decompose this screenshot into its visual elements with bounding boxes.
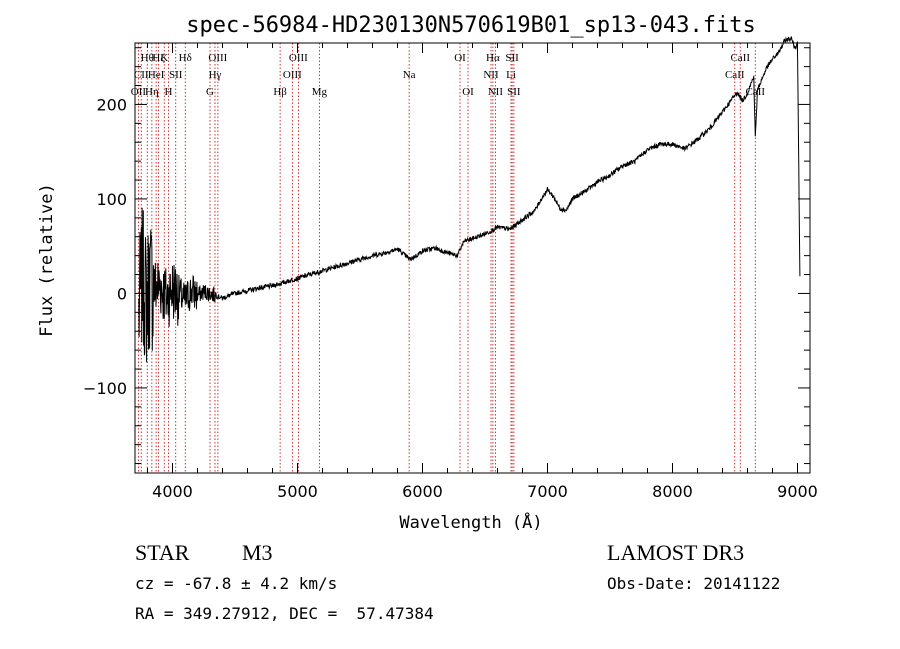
line-label-11: Hγ — [209, 69, 222, 81]
line-label-18: OI — [454, 52, 466, 64]
line-label-27: CaII — [730, 52, 750, 64]
line-label-17: Na — [403, 69, 416, 81]
x-tick-label: 5000 — [277, 482, 318, 501]
line-label-14: OIII — [283, 69, 302, 81]
line-label-12: OIII — [208, 52, 227, 64]
plot-frame — [134, 42, 811, 474]
line-label-8: SII — [169, 69, 183, 81]
line-label-19: OI — [462, 86, 474, 98]
line-label-20: NII — [483, 69, 499, 81]
line-label-23: Li — [506, 69, 516, 81]
chart-title: spec-56984-HD230130N570619B01_sp13-043.f… — [186, 13, 756, 38]
object-subclass: M3 — [242, 540, 273, 565]
line-label-22: NII — [488, 86, 504, 98]
line-label-6: K — [160, 52, 168, 64]
line-label-5: Hζ — [152, 52, 165, 64]
x-tick-label: 9000 — [777, 482, 818, 501]
spectrum-series-line — [138, 36, 801, 363]
observation-date: Obs-Date: 20141122 — [607, 574, 781, 593]
x-tick-label: 7000 — [527, 482, 568, 501]
spectral-line-labels: OII CII Hθ Hη HeI HζK H SII Hδ G Hγ OIII Hβ OIII OIII M… — [131, 52, 766, 98]
line-label-9: Hδ — [179, 52, 192, 64]
y-axis-ticks: −100 0 100 200 — [83, 47, 810, 465]
line-label-3: Hη — [145, 86, 159, 98]
y-axis-label: Flux (relative) — [37, 183, 57, 337]
line-label-25: SII — [507, 86, 521, 98]
line-label-16: Mg — [312, 86, 328, 98]
line-label-4: HeI — [148, 69, 165, 81]
line-label-21: Hα — [486, 52, 500, 64]
redshift-velocity: cz = -67.8 ± 4.2 km/s — [135, 574, 338, 593]
x-tick-label: 4000 — [152, 482, 193, 501]
line-label-15: OIII — [289, 52, 308, 64]
line-label-13: Hβ — [273, 86, 287, 98]
spectral-line-markers — [137, 43, 756, 473]
line-label-0: OII — [131, 86, 147, 98]
line-label-7: H — [165, 86, 173, 98]
object-class: STAR — [135, 540, 190, 565]
x-axis-ticks: 4000 5000 6000 7000 8000 9000 — [147, 43, 818, 501]
y-tick-label: 200 — [96, 95, 127, 114]
x-tick-label: 8000 — [652, 482, 693, 501]
line-label-28: CaII — [745, 86, 765, 98]
line-label-2: Hθ — [141, 52, 154, 64]
line-label-26: CaII — [725, 69, 745, 81]
x-tick-label: 6000 — [402, 482, 443, 501]
line-label-10: G — [206, 86, 214, 98]
line-label-24: SII — [505, 52, 519, 64]
survey-name: LAMOST DR3 — [607, 540, 745, 565]
y-tick-label: 0 — [117, 284, 127, 303]
line-label-1: CII — [134, 69, 149, 81]
coordinates-radec: RA = 349.27912, DEC = 57.47384 — [135, 604, 434, 623]
x-axis-label: Wavelength (Å) — [399, 511, 542, 533]
y-tick-label: −100 — [83, 379, 127, 398]
y-tick-label: 100 — [96, 190, 127, 209]
